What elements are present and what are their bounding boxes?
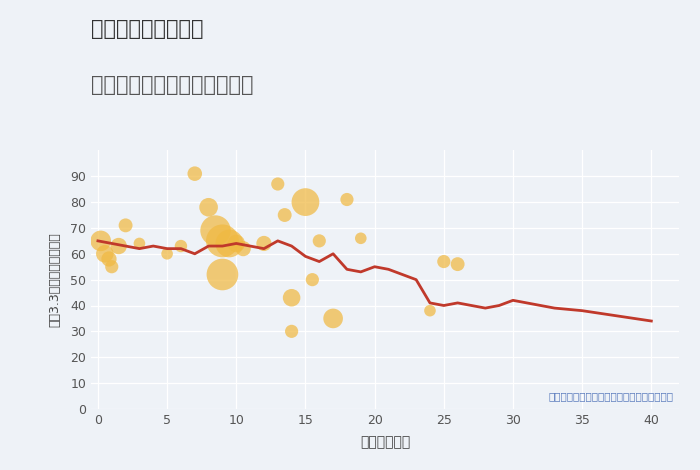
Point — [286, 328, 297, 335]
Point — [307, 276, 318, 283]
Point — [328, 315, 339, 322]
Point — [203, 204, 214, 211]
Point — [424, 307, 435, 314]
Point — [217, 237, 228, 244]
Point — [438, 258, 449, 265]
Text: 円の大きさは、取引のあった物件面積を示す: 円の大きさは、取引のあった物件面積を示す — [548, 391, 673, 401]
Point — [286, 294, 297, 302]
Point — [224, 240, 235, 247]
Point — [104, 255, 115, 263]
Point — [300, 198, 311, 206]
Point — [258, 240, 270, 247]
X-axis label: 築年数（年）: 築年数（年） — [360, 435, 410, 449]
Point — [231, 240, 242, 247]
Point — [106, 263, 118, 271]
Point — [95, 237, 106, 244]
Point — [314, 237, 325, 244]
Point — [99, 250, 111, 258]
Text: 三重県松阪市田原町: 三重県松阪市田原町 — [91, 19, 204, 39]
Point — [342, 196, 353, 203]
Point — [189, 170, 200, 178]
Point — [210, 227, 221, 234]
Point — [217, 271, 228, 278]
Point — [452, 260, 463, 268]
Point — [355, 235, 366, 242]
Point — [113, 243, 125, 250]
Y-axis label: 坪（3.3㎡）単価（万円）: 坪（3.3㎡）単価（万円） — [49, 232, 62, 327]
Point — [162, 250, 173, 258]
Point — [120, 222, 131, 229]
Point — [237, 245, 248, 252]
Point — [175, 243, 186, 250]
Point — [272, 180, 284, 188]
Point — [279, 212, 290, 219]
Text: 築年数別中古マンション価格: 築年数別中古マンション価格 — [91, 75, 253, 95]
Point — [134, 240, 145, 247]
